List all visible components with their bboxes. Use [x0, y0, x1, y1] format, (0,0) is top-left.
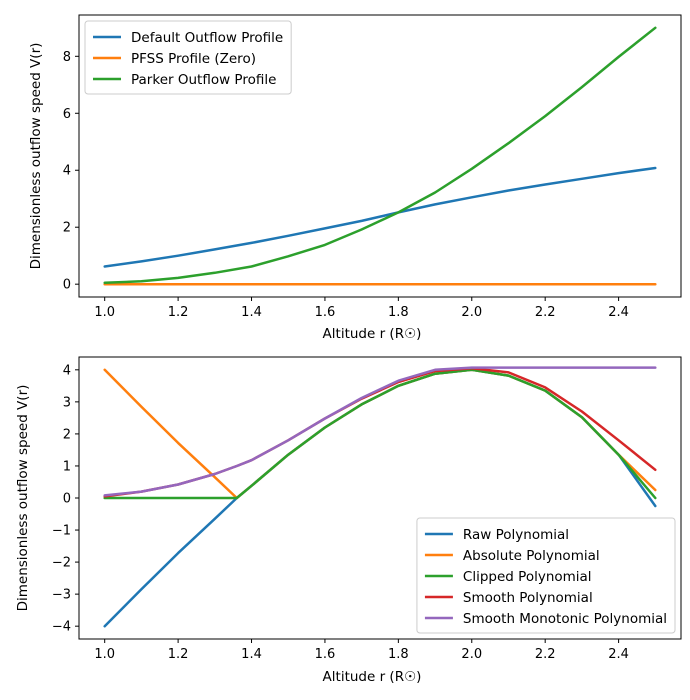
chart-bottom-ytick-label: −1 [52, 524, 71, 539]
chart-bottom-legend-label: Absolute Polynomial [463, 548, 600, 564]
chart-top-xtick-label: 1.6 [315, 305, 336, 320]
chart-top-xtick-label: 1.8 [388, 305, 409, 320]
chart-bottom-legend-label: Smooth Monotonic Polynomial [463, 611, 667, 627]
chart-bottom-xtick-label: 2.2 [535, 647, 556, 662]
chart-top-legend-box [84, 20, 292, 95]
chart-bottom-legend: Raw Polynomial Absolute Polynomial Clipped… [416, 517, 676, 634]
chart-bottom-ylabel: Dimensionless outflow speed V(r) [15, 385, 31, 612]
chart-bottom-xtick-label: 2.0 [461, 647, 482, 662]
chart-bottom-xtick-label: 1.8 [388, 647, 409, 662]
chart-top-xtick-label: 2.2 [535, 305, 556, 320]
chart-bottom-ytick-label: 4 [63, 363, 71, 378]
chart-bottom-xtick-label: 1.6 [315, 647, 336, 662]
chart-bottom-legend-label: Smooth Polynomial [463, 590, 593, 606]
chart-top-xtick-label: 1.0 [94, 305, 115, 320]
chart-top-xtick-label: 2.4 [608, 305, 629, 320]
chart-top-xlabel: Altitude r (R☉) [323, 326, 422, 342]
chart-top: 1.0 1.2 1.4 1.6 1.8 2.0 2.2 2.4 0 2 4 6 8 Altitude … [28, 14, 682, 342]
chart-bottom-xtick-label: 1.0 [94, 647, 115, 662]
chart-bottom-xlabel: Altitude r (R☉) [323, 669, 422, 685]
chart-top-ytick-label: 8 [63, 50, 71, 65]
chart-top-ytick-label: 2 [63, 221, 71, 236]
chart-bottom-legend-box [416, 517, 676, 634]
chart-bottom-xticks: 1.0 1.2 1.4 1.6 1.8 2.0 2.2 2.4 [94, 639, 629, 662]
chart-top-xtick-label: 2.0 [461, 305, 482, 320]
chart-bottom-ytick-label: 2 [63, 427, 71, 442]
chart-top-legend: Default Outflow Profile PFSS Profile (Zer… [84, 20, 292, 95]
chart-bottom-series-line-2 [103, 368, 657, 500]
chart-top-xtick-label: 1.4 [241, 305, 262, 320]
chart-top-xticks: 1.0 1.2 1.4 1.6 1.8 2.0 2.2 2.4 [94, 297, 629, 320]
chart-bottom-xtick-label: 2.4 [608, 647, 629, 662]
chart-bottom-ytick-label: 1 [63, 459, 71, 474]
chart-top-legend-label: PFSS Profile (Zero) [131, 51, 256, 67]
chart-top-series-line-0 [103, 166, 657, 268]
chart-top-ytick-label: 0 [63, 278, 71, 293]
chart-top-yticks: 0 2 4 6 8 [63, 50, 79, 293]
chart-bottom-xtick-label: 1.2 [168, 647, 189, 662]
chart-bottom-ytick-label: 3 [63, 395, 71, 410]
chart-top-ylabel: Dimensionless outflow speed V(r) [28, 43, 44, 270]
chart-top-frame [78, 14, 682, 298]
chart-top-xtick-label: 1.2 [168, 305, 189, 320]
chart-top-legend-label: Parker Outflow Profile [131, 72, 276, 88]
chart-bottom-series-line-3 [103, 366, 657, 498]
chart-bottom-xtick-label: 1.4 [241, 647, 262, 662]
chart-bottom-legend-label: Raw Polynomial [463, 527, 569, 543]
chart-bottom-ytick-label: −2 [52, 556, 71, 571]
chart-top-ytick-label: 4 [63, 164, 71, 179]
chart-bottom-ytick-label: −4 [52, 620, 71, 635]
chart-top-series-line-2 [103, 26, 657, 285]
chart-top-ytick-label: 6 [63, 107, 71, 122]
chart-bottom-yticks: −4 −3 −2 −1 0 1 2 3 4 [52, 363, 79, 635]
chart-bottom-ytick-label: −3 [52, 588, 71, 603]
chart-bottom-legend-label: Clipped Polynomial [463, 569, 592, 585]
chart-bottom-ytick-label: 0 [63, 492, 71, 507]
chart-bottom-series [103, 366, 657, 628]
chart-bottom: 1.0 1.2 1.4 1.6 1.8 2.0 2.2 2.4 −4 −3 −2 −1 0 1 2 3 4 A… [15, 356, 682, 685]
chart-top-series [103, 26, 657, 286]
chart-bottom-series-line-4 [103, 366, 657, 497]
chart-top-legend-label: Default Outflow Profile [131, 30, 283, 46]
